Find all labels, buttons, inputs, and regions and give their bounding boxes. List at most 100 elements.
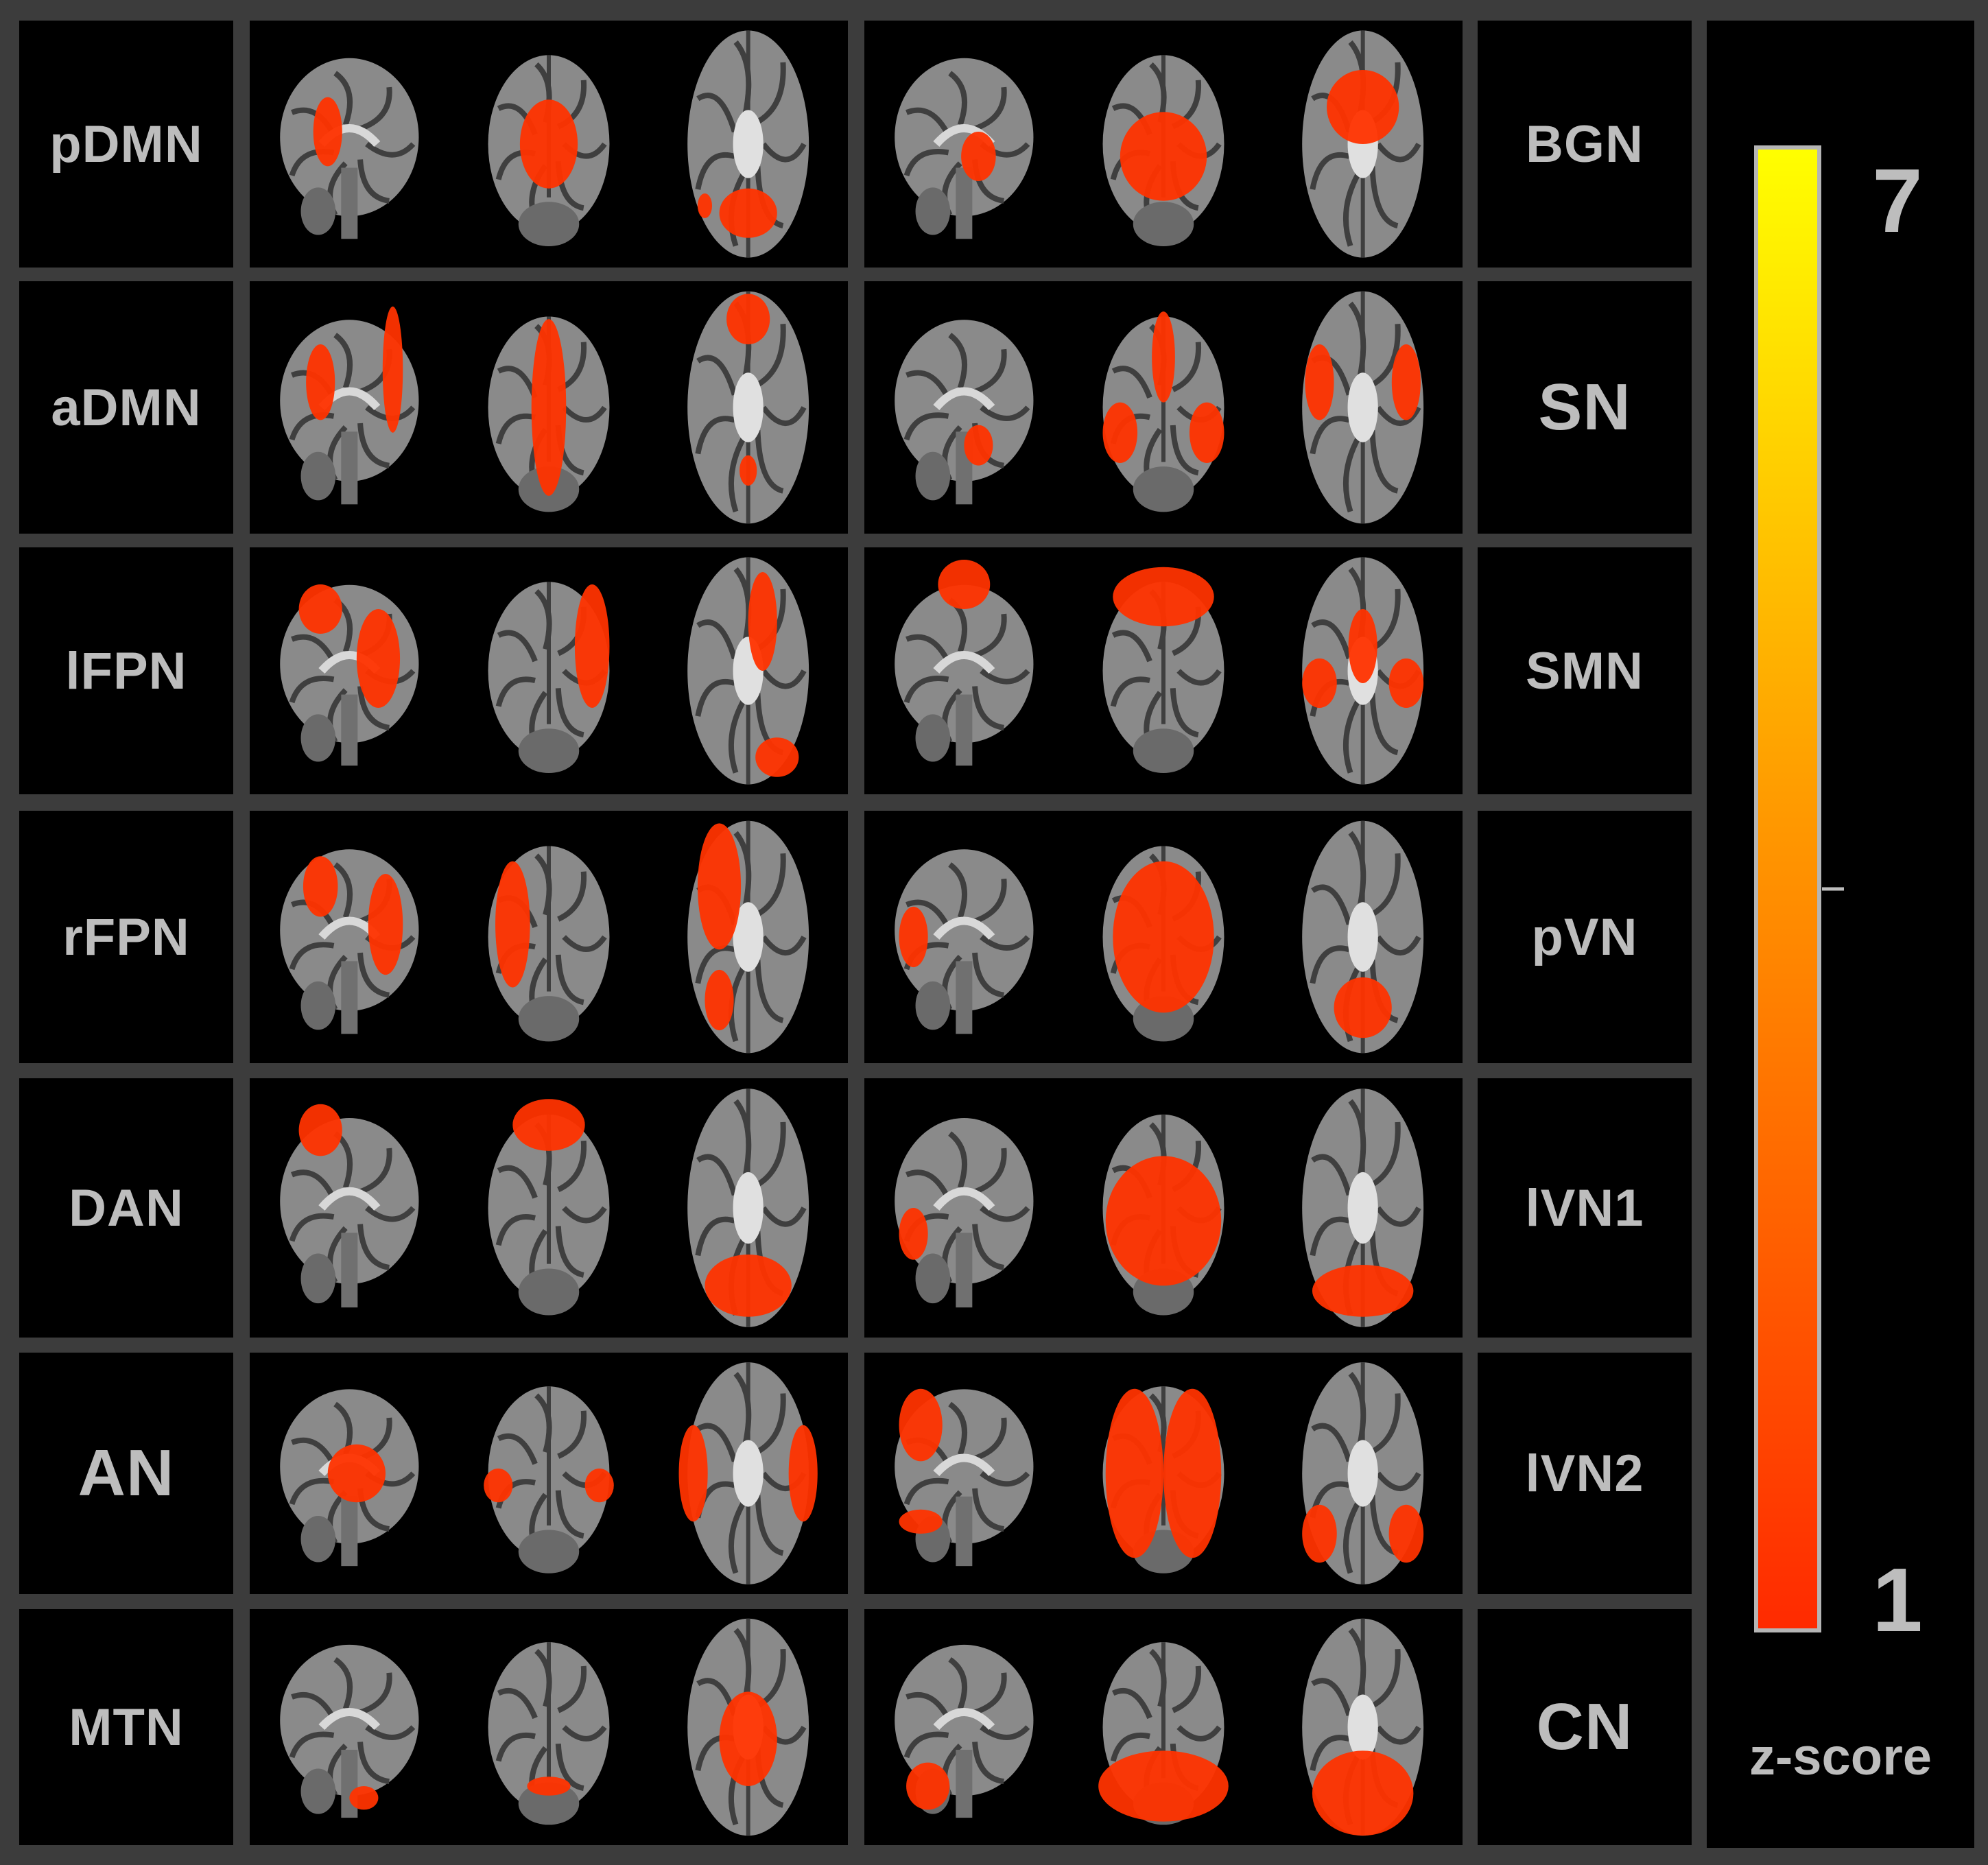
colorbar-gradient [1754, 145, 1821, 1632]
activation-blob [964, 425, 993, 466]
activation-blob [303, 856, 338, 917]
activation-blob [1120, 112, 1207, 201]
brain-slices [895, 820, 1424, 1054]
activation-blob [1334, 977, 1392, 1038]
activation-blob [1302, 1504, 1337, 1563]
brain-slices [280, 30, 809, 258]
brain-slices [895, 1618, 1424, 1836]
brain-map-panel [250, 1078, 848, 1338]
colorbar-title: z-score [1749, 1728, 1932, 1786]
activation-blob [382, 306, 403, 433]
activation-blob [1305, 344, 1334, 420]
brain-slices [280, 291, 809, 524]
activation-blob [1163, 1388, 1222, 1558]
activation-blob [519, 99, 578, 189]
activation-blob [527, 1777, 571, 1796]
brain-map-panel [250, 1609, 848, 1845]
colorbar-min-label: 1 [1872, 1549, 1922, 1650]
activation-blob [719, 188, 777, 238]
activation-blob [1312, 1265, 1414, 1317]
activation-blob [349, 1786, 379, 1810]
activation-blob [739, 455, 757, 486]
network-label: rFPN [19, 811, 233, 1063]
activation-blob [574, 584, 610, 708]
network-label: lVN2 [1478, 1353, 1692, 1594]
brain-map-panel [864, 811, 1463, 1063]
activation-blob [705, 969, 734, 1031]
brain-map-panel [250, 1353, 848, 1594]
activation-blob [748, 572, 777, 671]
activation-blob [1113, 567, 1214, 627]
activation-blob [899, 906, 928, 968]
activation-blob [788, 1425, 818, 1522]
activation-blob [1152, 311, 1175, 403]
activation-blob [368, 874, 403, 975]
colorbar-panel: 7 1 z-score [1707, 21, 1974, 1848]
activation-blob [1327, 70, 1399, 144]
activation-blob [1189, 402, 1224, 463]
activation-blob [726, 294, 770, 344]
activation-blob [705, 1255, 792, 1317]
activation-blob [755, 737, 799, 777]
brain-map-panel [864, 1078, 1463, 1338]
activation-blob [697, 193, 712, 218]
activation-blob [1302, 658, 1337, 708]
activation-blob [1102, 402, 1138, 463]
activation-blob [1388, 1504, 1424, 1563]
brain-slices [895, 30, 1424, 258]
activation-blob [961, 132, 996, 181]
activation-blob [1391, 344, 1421, 420]
activation-blob [356, 609, 401, 708]
activation-blob [313, 97, 342, 167]
brain-map-panel [864, 21, 1463, 268]
activation-blob [495, 861, 530, 988]
activation-blob [719, 1691, 777, 1786]
brain-map-panel [864, 547, 1463, 794]
activation-blob [697, 823, 742, 950]
activation-blob [906, 1762, 950, 1810]
brain-map-panel [864, 281, 1463, 534]
activation-blob [678, 1425, 708, 1522]
network-label: SN [1478, 281, 1692, 534]
activation-blob [1113, 861, 1214, 1013]
brain-slices [280, 557, 809, 785]
activation-blob [1388, 658, 1424, 708]
brain-slices [280, 1089, 809, 1327]
brain-map-panel [250, 547, 848, 794]
brain-map-panel [864, 1609, 1463, 1845]
activation-blob [531, 319, 567, 496]
brain-slices [895, 1362, 1424, 1584]
brain-map-panel [864, 1353, 1463, 1594]
activation-blob [584, 1468, 614, 1503]
brain-map-panel [250, 811, 848, 1063]
activation-blob [1098, 1750, 1229, 1822]
network-label: pVN [1478, 811, 1692, 1063]
activation-blob [1105, 1388, 1163, 1558]
network-label: SMN [1478, 547, 1692, 794]
activation-blob [1105, 1156, 1222, 1286]
activation-blob [484, 1468, 513, 1503]
activation-blob [899, 1208, 928, 1260]
network-label: CN [1478, 1609, 1692, 1845]
network-label: lFPN [19, 547, 233, 794]
activation-blob [298, 1104, 342, 1156]
activation-blob [512, 1099, 585, 1151]
brain-map-panel [250, 21, 848, 268]
activation-blob [306, 344, 335, 420]
activation-blob [899, 1509, 943, 1534]
network-label: DAN [19, 1078, 233, 1338]
brain-slices [895, 291, 1424, 524]
brain-map-panel [250, 281, 848, 534]
brain-slices [895, 557, 1424, 785]
brain-slices [895, 1089, 1424, 1327]
activation-blob [298, 584, 342, 634]
network-label: aDMN [19, 281, 233, 534]
network-label: pDMN [19, 21, 233, 268]
brain-slices [280, 1362, 818, 1584]
activation-blob [899, 1388, 943, 1462]
brain-slices [280, 820, 809, 1054]
activation-blob [1348, 609, 1377, 683]
network-label: AN [19, 1353, 233, 1594]
activation-blob [327, 1444, 386, 1503]
